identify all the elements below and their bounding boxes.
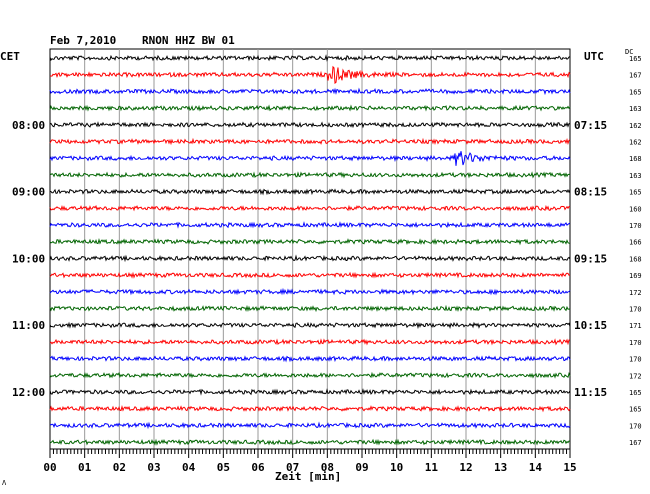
dc-value-20: 165 <box>629 389 642 397</box>
x-tick-label-06: 06 <box>251 461 265 474</box>
dc-value-13: 169 <box>629 272 642 280</box>
trace-row-3 <box>49 104 571 112</box>
trace-row-21 <box>49 404 571 413</box>
dc-value-14: 172 <box>629 289 642 297</box>
x-tick-label-08: 08 <box>321 461 334 474</box>
trace-row-9 <box>49 204 571 212</box>
right-time-label-1: 08:15 <box>574 186 607 199</box>
x-tick-label-03: 03 <box>147 461 160 474</box>
x-tick-label-05: 05 <box>217 461 230 474</box>
dc-value-9: 160 <box>629 205 642 213</box>
x-tick-label-14: 14 <box>529 461 543 474</box>
dc-value-2: 165 <box>629 88 642 96</box>
dc-value-0: 165 <box>629 55 642 63</box>
dc-value-11: 166 <box>629 239 642 247</box>
dc-value-17: 170 <box>629 339 642 347</box>
trace-row-12 <box>49 254 571 263</box>
right-time-label-4: 11:15 <box>574 386 607 399</box>
row-labels: 165 167 165 163 162 162 168 163 165 160 170 166 168 1… <box>12 55 642 447</box>
trace-row-16 <box>49 321 571 330</box>
left-time-label-0: 08:00 <box>12 119 45 132</box>
dc-value-22: 170 <box>629 422 642 430</box>
left-time-label-2: 10:00 <box>12 252 45 265</box>
trace-row-6 <box>49 151 571 166</box>
dc-value-23: 167 <box>629 439 642 447</box>
trace-row-18 <box>49 355 571 363</box>
trace-row-11 <box>49 237 571 246</box>
trace-row-17 <box>49 338 571 346</box>
dc-value-18: 170 <box>629 356 642 364</box>
dc-value-19: 172 <box>629 372 642 380</box>
x-tick-label-02: 02 <box>113 461 126 474</box>
trace-row-23 <box>49 438 571 446</box>
x-tick-label-04: 04 <box>182 461 196 474</box>
x-axis-label: Zeit [min] <box>275 470 342 483</box>
trace-row-8 <box>49 188 571 196</box>
header-date: Feb 7,2010 <box>50 34 117 47</box>
dc-value-5: 162 <box>629 139 642 147</box>
x-tick-label-09: 09 <box>355 461 368 474</box>
dc-value-12: 168 <box>629 255 642 263</box>
x-tick-label-10: 10 <box>390 461 403 474</box>
trace-row-0 <box>49 54 571 62</box>
right-time-label-3: 10:15 <box>574 319 607 332</box>
trace-row-19 <box>49 371 571 379</box>
trace-row-5 <box>49 137 571 146</box>
x-tick-label-01: 01 <box>78 461 92 474</box>
dc-value-16: 171 <box>629 322 642 330</box>
x-tick-label-13: 13 <box>494 461 507 474</box>
dc-value-1: 167 <box>629 72 642 80</box>
grid <box>49 48 571 450</box>
x-tick-label-12: 12 <box>459 461 472 474</box>
dc-value-10: 170 <box>629 222 642 230</box>
x-tick-label-11: 11 <box>425 461 439 474</box>
left-time-label-3: 11:00 <box>12 319 45 332</box>
dc-value-3: 163 <box>629 105 642 113</box>
trace-row-2 <box>49 87 571 96</box>
traces <box>49 54 571 446</box>
trace-row-15 <box>49 304 571 313</box>
dc-value-6: 168 <box>629 155 642 163</box>
trace-row-10 <box>49 221 571 229</box>
x-tick-label-15: 15 <box>563 461 576 474</box>
right-time-label-2: 09:15 <box>574 252 607 265</box>
dc-value-15: 170 <box>629 306 642 314</box>
x-tick-label-00: 00 <box>43 461 56 474</box>
trace-row-13 <box>49 271 571 279</box>
right-time-label-0: 07:15 <box>574 119 607 132</box>
trace-row-1 <box>49 65 571 85</box>
left-time-label-1: 09:00 <box>12 186 45 199</box>
x-axis: 00 01 02 03 04 05 06 07 08 09 10 11 12 13 14 15 <box>43 448 577 474</box>
x-tick-label-07: 07 <box>286 461 299 474</box>
dc-value-7: 163 <box>629 172 642 180</box>
dc-label: DC <box>625 48 634 56</box>
trace-row-7 <box>49 171 571 179</box>
trace-row-20 <box>49 388 571 396</box>
header-station: RNON HHZ BW 01 <box>142 34 235 47</box>
corner-mark: Λ <box>2 479 7 487</box>
trace-row-22 <box>49 421 571 430</box>
dc-value-21: 165 <box>629 406 642 414</box>
right-timezone-label: UTC <box>584 50 604 63</box>
trace-row-14 <box>49 287 571 296</box>
trace-row-4 <box>49 121 571 129</box>
left-time-label-4: 12:00 <box>12 386 45 399</box>
left-timezone-label: CET <box>0 50 20 63</box>
dc-value-8: 165 <box>629 189 642 197</box>
dc-value-4: 162 <box>629 122 642 130</box>
